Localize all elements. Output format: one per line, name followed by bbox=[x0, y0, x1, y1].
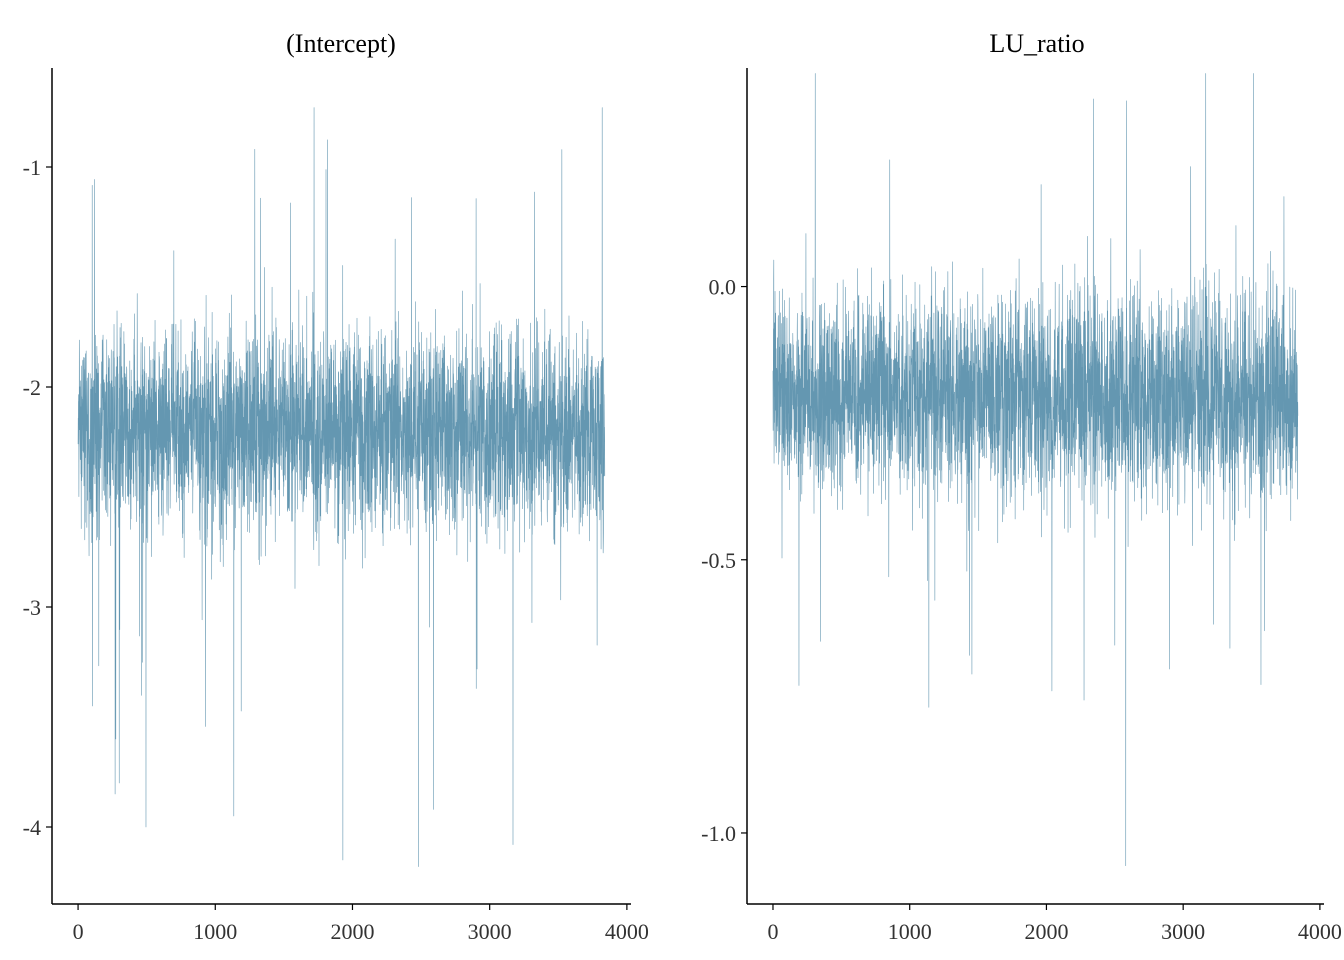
trace-line bbox=[772, 73, 1299, 867]
panel-title: LU_ratio bbox=[989, 29, 1084, 58]
x-tick-label: 3000 bbox=[1161, 919, 1205, 944]
y-tick-label: -1.0 bbox=[701, 821, 736, 846]
x-tick-label: 1000 bbox=[193, 919, 237, 944]
y-tick-label: -3 bbox=[23, 595, 41, 620]
y-tick-label: 0.0 bbox=[709, 275, 737, 300]
x-tick-label: 1000 bbox=[888, 919, 932, 944]
y-tick-label: -4 bbox=[23, 815, 41, 840]
trace-line bbox=[77, 107, 606, 867]
trace-series bbox=[77, 107, 606, 867]
x-tick-label: 2000 bbox=[1024, 919, 1068, 944]
trace-series bbox=[772, 73, 1299, 867]
axes: 0 1000 2000 3000 4000 -1.0 -0.5 0.0 bbox=[701, 68, 1342, 944]
x-tick-label: 4000 bbox=[605, 919, 649, 944]
x-tick-label: 0 bbox=[767, 919, 778, 944]
x-tick-label: 0 bbox=[73, 919, 84, 944]
y-tick-label: -1 bbox=[23, 155, 41, 180]
y-tick-label: -2 bbox=[23, 375, 41, 400]
x-tick-label: 3000 bbox=[468, 919, 512, 944]
axes: 0 1000 2000 3000 4000 -4 -3 -2 -1 bbox=[23, 68, 649, 944]
panel-lu-ratio: LU_ratio 0 1000 2000 3000 4000 -1.0 -0.5 0.0 bbox=[701, 29, 1342, 944]
x-tick-label: 4000 bbox=[1298, 919, 1342, 944]
y-tick-label: -0.5 bbox=[701, 548, 736, 573]
x-tick-label: 2000 bbox=[330, 919, 374, 944]
panel-title: (Intercept) bbox=[286, 29, 396, 58]
panel-intercept: (Intercept) 0 1000 2000 3000 4000 -4 -3 -2 -1 bbox=[23, 29, 649, 944]
